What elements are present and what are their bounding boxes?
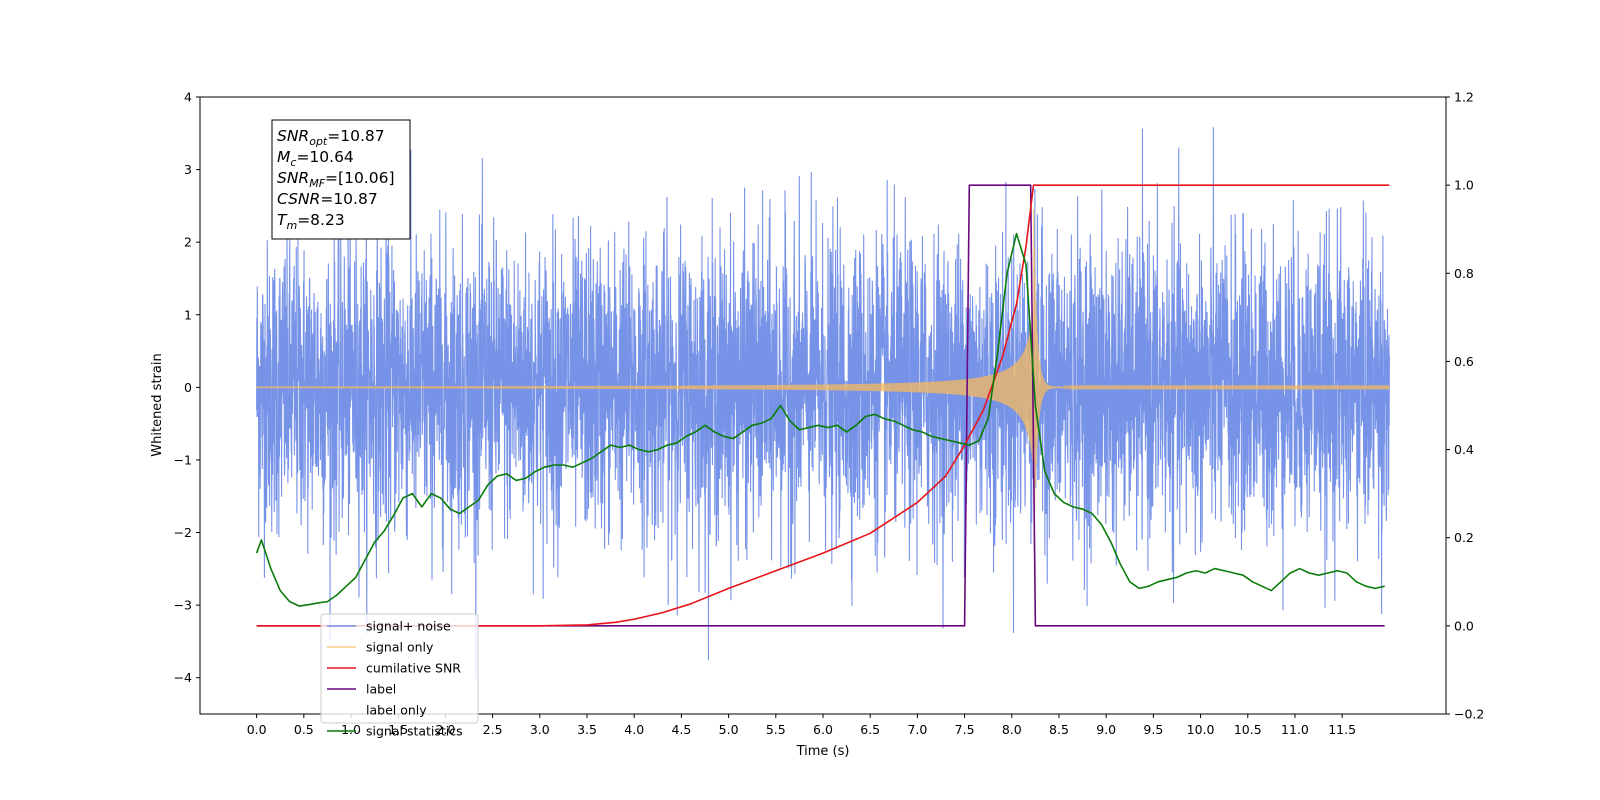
annotation-value: =[10.06] [325,169,394,187]
x-tick-label: 4.0 [624,722,644,737]
annotation-line: Mc=10.64 [277,148,354,169]
x-tick-label: 0.0 [247,722,267,737]
series-label [256,184,1385,627]
legend-label: label only [366,703,427,718]
y2-tick-label: −0.2 [1454,707,1484,722]
annotation-value: =8.23 [297,211,345,229]
annotation-value: =10.87 [320,190,377,208]
x-axis-label: Time (s) [796,744,850,759]
y-tick-label: 1 [184,307,192,322]
legend-label: signal statistics [366,724,463,739]
y2-tick-label: 0.6 [1454,354,1474,369]
y2-tick-label: 1.0 [1454,178,1474,193]
y-tick-label: 4 [184,90,192,105]
x-tick-label: 1.5 [388,722,408,737]
x-tick-label: 8.0 [1002,722,1022,737]
x-tick-label: 11.0 [1281,722,1309,737]
y-tick-label: 2 [184,235,192,250]
legend: signal+ noise signal only cumilative SNR la… [320,613,479,739]
x-tick-label: 6.0 [813,722,833,737]
y-tick-label: 0 [184,380,192,395]
x-tick-label: 2.0 [435,722,455,737]
legend-label: label [366,682,396,697]
annotation-line: Tm=8.23 [277,211,345,232]
x-tick-label: 9.5 [1143,722,1163,737]
annotation-box: SNRopt=10.87Mc=10.64SNRMF=[10.06]CSNR=10… [271,119,411,240]
y-tick-label: 3 [184,162,192,177]
annotation-subscript: m [286,219,297,232]
annotation-subscript: MF [309,177,325,190]
x-tick-label: 1.0 [341,722,361,737]
y-axis-label: Whitened strain [150,353,165,456]
legend-label: signal+ noise [366,619,451,634]
annotation-symbol: SNR [277,169,309,187]
x-tick-label: 3.0 [530,722,550,737]
x-tick-label: 7.0 [907,722,927,737]
annotation-subscript: opt [309,135,328,148]
annotation-symbol: SNR [277,127,309,145]
annotation-value: =10.87 [327,127,384,145]
x-tick-label: 10.0 [1187,722,1215,737]
series-signal-only [256,208,1390,546]
annotation-symbol: T [277,211,288,229]
y-tick-label: −4 [174,670,192,685]
annotation-value: =10.64 [296,148,353,166]
x-tick-label: 4.5 [671,722,691,737]
legend-frame [320,613,479,724]
series-signal-statistics [255,232,1385,607]
y-tick-label: −3 [174,598,192,613]
annotation-line: CSNR=10.87 [277,190,378,208]
x-tick-label: 8.5 [1049,722,1069,737]
x-tick-label: 0.5 [294,722,314,737]
annotation-symbol: M [277,148,290,166]
y2-tick-label: 0.8 [1454,266,1474,281]
annotation-subscript: c [290,156,296,169]
y2-tick-label: 0.4 [1454,442,1474,457]
y2-tick-label: 0.0 [1454,618,1474,633]
x-tick-label: 5.5 [766,722,786,737]
x-tick-label: 7.5 [955,722,975,737]
x-tick-label: 11.5 [1328,722,1356,737]
legend-label: cumilative SNR [366,661,461,676]
y-tick-label: −2 [174,525,192,540]
y2-tick-label: 1.2 [1454,90,1474,105]
y-tick-label: −1 [174,452,192,467]
series-cumulative-snr [256,184,1390,627]
annotation-line: SNRopt=10.87 [277,127,385,148]
annotation-frame [271,119,411,240]
x-tick-label: 10.5 [1234,722,1262,737]
annotation-symbol: CSNR [277,190,320,208]
x-tick-label: 3.5 [577,722,597,737]
annotation-line: SNRMF=[10.06] [277,169,395,190]
legend-label: signal only [366,640,434,655]
x-tick-label: 5.0 [719,722,739,737]
x-tick-label: 6.5 [860,722,880,737]
y2-tick-label: 0.2 [1454,530,1474,545]
x-tick-label: 9.0 [1096,722,1116,737]
x-tick-label: 2.5 [483,722,503,737]
